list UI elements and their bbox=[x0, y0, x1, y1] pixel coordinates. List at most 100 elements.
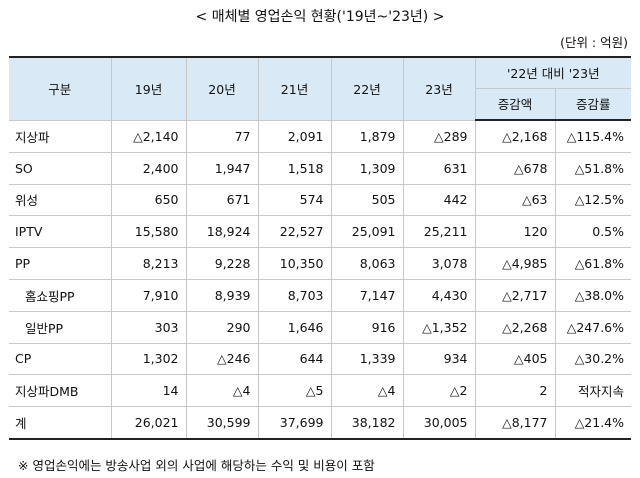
table-cell: 631 bbox=[402, 152, 476, 185]
footnote: ※ 영업손익에는 방송사업 외의 사업에 해당하는 수익 및 비용이 포함 bbox=[18, 458, 375, 473]
row-label: 위성 bbox=[9, 184, 112, 217]
table-cell: 1,309 bbox=[330, 152, 404, 185]
table-cell: 1,518 bbox=[257, 152, 332, 185]
table-cell: 916 bbox=[330, 311, 404, 344]
table-cell: △247.6% bbox=[554, 311, 632, 344]
table-row: 계 26,021 30,599 37,699 38,182 30,005 △8,177 △21… bbox=[9, 406, 632, 440]
table-cell: 650 bbox=[110, 184, 187, 217]
table-cell: 7,147 bbox=[330, 279, 404, 312]
row-label: 일반PP bbox=[9, 311, 112, 344]
table-cell: 37,699 bbox=[257, 406, 332, 440]
table-cell: △5 bbox=[257, 374, 332, 408]
table-cell: △2,168 bbox=[474, 120, 556, 153]
table-cell: 적자지속 bbox=[554, 374, 632, 408]
table-cell: △115.4% bbox=[554, 120, 632, 153]
table-cell: 120 bbox=[474, 215, 556, 249]
table-cell: 25,211 bbox=[402, 215, 476, 249]
table-cell: △12.5% bbox=[554, 184, 632, 217]
header-comparison-group: '22년 대비 '23년 bbox=[474, 56, 632, 89]
row-label: PP bbox=[9, 247, 112, 280]
table-cell: △2,140 bbox=[110, 120, 187, 153]
table-row: 일반PP 303 290 1,646 916 △1,352 △2,268 △247.6% bbox=[9, 311, 632, 344]
table-cell: △4 bbox=[330, 374, 404, 408]
table-cell: 15,580 bbox=[110, 215, 187, 249]
row-label: IPTV bbox=[9, 215, 112, 249]
table-cell: 442 bbox=[402, 184, 476, 217]
table-cell: 1,302 bbox=[110, 343, 187, 376]
table-row: CP 1,302 △246 644 1,339 934 △405 △30.2% bbox=[9, 343, 632, 376]
header-year: 19년 bbox=[110, 56, 187, 121]
table-cell: 574 bbox=[257, 184, 332, 217]
table-cell: △8,177 bbox=[474, 406, 556, 440]
table-cell: △405 bbox=[474, 343, 556, 376]
table-cell: 26,021 bbox=[110, 406, 187, 440]
table-row: IPTV 15,580 18,924 22,527 25,091 25,211 120 0.5… bbox=[9, 215, 632, 249]
table-cell: 644 bbox=[257, 343, 332, 376]
table-cell: 18,924 bbox=[185, 215, 259, 249]
table-row: 홈쇼핑PP 7,910 8,939 8,703 7,147 4,430 △2,717 △38.… bbox=[9, 279, 632, 312]
table-cell: 2,400 bbox=[110, 152, 187, 185]
table-cell: 290 bbox=[185, 311, 259, 344]
table-cell: 8,939 bbox=[185, 279, 259, 312]
table-cell: 8,703 bbox=[257, 279, 332, 312]
table-cell: 1,879 bbox=[330, 120, 404, 153]
operating-profit-table: 구분 19년 20년 21년 22년 23년 '22년 대비 '23년 증감액 … bbox=[9, 56, 632, 440]
table-row: SO 2,400 1,947 1,518 1,309 631 △678 △51.8% bbox=[9, 152, 632, 185]
table-cell: 2,091 bbox=[257, 120, 332, 153]
header-change-rate: 증감률 bbox=[554, 88, 632, 121]
table-cell: 671 bbox=[185, 184, 259, 217]
table-cell: 30,005 bbox=[402, 406, 476, 440]
table-cell: 3,078 bbox=[402, 247, 476, 280]
table-cell: △4 bbox=[185, 374, 259, 408]
table-cell: 8,213 bbox=[110, 247, 187, 280]
table-cell: 934 bbox=[402, 343, 476, 376]
table-cell: △4,985 bbox=[474, 247, 556, 280]
table-cell: △2,268 bbox=[474, 311, 556, 344]
table-row: 지상파 △2,140 77 2,091 1,879 △289 △2,168 △115.4% bbox=[9, 120, 632, 153]
table-cell: 505 bbox=[330, 184, 404, 217]
header-category: 구분 bbox=[9, 56, 112, 121]
header-year: 21년 bbox=[257, 56, 332, 121]
row-label: 지상파 bbox=[9, 120, 112, 153]
table-cell: 1,646 bbox=[257, 311, 332, 344]
table-cell: 25,091 bbox=[330, 215, 404, 249]
row-label: 홈쇼핑PP bbox=[9, 279, 112, 312]
table-cell: 2 bbox=[474, 374, 556, 408]
table-cell: △678 bbox=[474, 152, 556, 185]
table-cell: 30,599 bbox=[185, 406, 259, 440]
header-change-amount: 증감액 bbox=[474, 88, 556, 121]
table-cell: 303 bbox=[110, 311, 187, 344]
table-cell: △21.4% bbox=[554, 406, 632, 440]
header-year: 23년 bbox=[402, 56, 476, 121]
table-cell: △38.0% bbox=[554, 279, 632, 312]
table-cell: 1,339 bbox=[330, 343, 404, 376]
header-year: 20년 bbox=[185, 56, 259, 121]
header-year: 22년 bbox=[330, 56, 404, 121]
unit-label: (단위 : 억원) bbox=[560, 35, 628, 50]
table-row: 위성 650 671 574 505 442 △63 △12.5% bbox=[9, 184, 632, 217]
table-cell: 8,063 bbox=[330, 247, 404, 280]
table-cell: △63 bbox=[474, 184, 556, 217]
table-cell: △2,717 bbox=[474, 279, 556, 312]
row-label: 지상파DMB bbox=[9, 374, 112, 408]
table-row: PP 8,213 9,228 10,350 8,063 3,078 △4,985 △61.8% bbox=[9, 247, 632, 280]
table-cell: 9,228 bbox=[185, 247, 259, 280]
table-row: 지상파DMB 14 △4 △5 △4 △2 2 적자지속 bbox=[9, 374, 632, 408]
table-cell: △2 bbox=[402, 374, 476, 408]
table-cell: 77 bbox=[185, 120, 259, 153]
table-cell: 0.5% bbox=[554, 215, 632, 249]
row-label: CP bbox=[9, 343, 112, 376]
table-cell: △1,352 bbox=[402, 311, 476, 344]
table-cell: 4,430 bbox=[402, 279, 476, 312]
table-cell: 7,910 bbox=[110, 279, 187, 312]
table-cell: △51.8% bbox=[554, 152, 632, 185]
row-label: SO bbox=[9, 152, 112, 185]
table-cell: △289 bbox=[402, 120, 476, 153]
table-cell: 10,350 bbox=[257, 247, 332, 280]
table-cell: △30.2% bbox=[554, 343, 632, 376]
table-cell: △246 bbox=[185, 343, 259, 376]
table-cell: △61.8% bbox=[554, 247, 632, 280]
table-cell: 38,182 bbox=[330, 406, 404, 440]
row-label: 계 bbox=[9, 406, 112, 440]
table-title: < 매체별 영업손익 현황('19년~'23년) > bbox=[195, 9, 445, 25]
